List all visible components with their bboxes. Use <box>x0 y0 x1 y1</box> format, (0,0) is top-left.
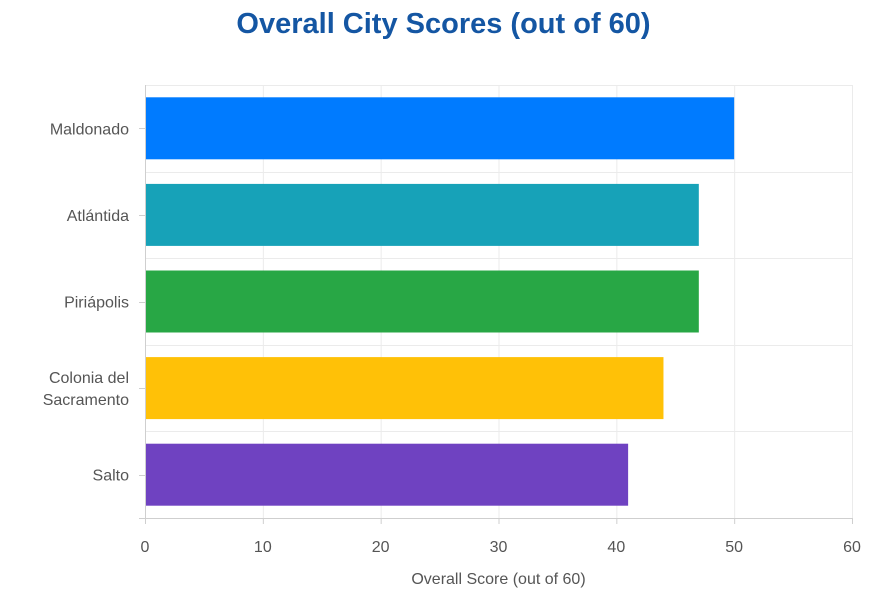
category-label: Colonia del Sacramento <box>43 370 129 409</box>
category-labels: Maldonado Atlántida Piriápolis Colonia del S… <box>43 121 129 484</box>
category-label-line: Sacramento <box>43 392 129 409</box>
x-tick-label: 10 <box>254 539 272 556</box>
x-tick-label: 40 <box>607 539 625 556</box>
x-tick-label: 30 <box>490 539 508 556</box>
bar[interactable] <box>146 270 699 333</box>
category-label: Salto <box>93 468 130 485</box>
category-label: Maldonado <box>50 121 129 138</box>
x-tick-label: 20 <box>372 539 390 556</box>
category-label-line: Piriápolis <box>64 295 129 312</box>
chart-title: Overall City Scores (out of 60) <box>236 8 651 40</box>
x-tick-label: 0 <box>141 539 150 556</box>
x-tick-labels: 0 10 20 30 40 50 60 <box>141 539 861 556</box>
category-label-line: Colonia del <box>49 370 129 387</box>
category-label-line: Salto <box>93 468 130 485</box>
category-label-line: Maldonado <box>50 121 129 138</box>
x-tick-label: 60 <box>843 539 861 556</box>
x-tick-label: 50 <box>725 539 743 556</box>
category-label: Atlántida <box>67 208 129 225</box>
bars <box>146 97 735 506</box>
category-label: Piriápolis <box>64 295 129 312</box>
bar[interactable] <box>146 443 629 506</box>
category-label-line: Atlántida <box>67 208 129 225</box>
axes <box>139 85 853 524</box>
bar[interactable] <box>146 97 735 160</box>
bar[interactable] <box>146 357 664 420</box>
x-axis-title: Overall Score (out of 60) <box>411 571 585 588</box>
bar[interactable] <box>146 183 699 246</box>
